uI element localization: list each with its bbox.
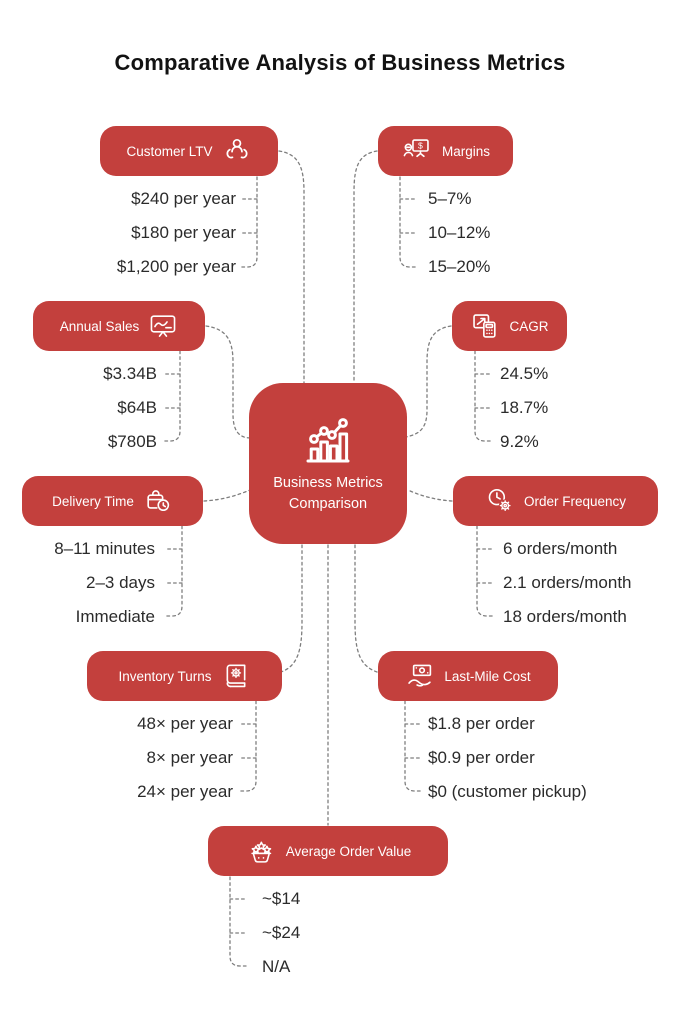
node-cagr-label: CAGR	[509, 318, 549, 334]
connector-cagr	[405, 325, 452, 438]
node-average-order-value-label: Average Order Value	[285, 843, 412, 859]
package-clock-icon	[147, 490, 170, 512]
central-node-label: Business Metrics Comparison	[273, 474, 383, 512]
values-last-mile-cost: $1.8 per order $0.9 per order $0 (custom…	[428, 707, 658, 809]
values-margins: 5–7% 10–12% 15–20%	[428, 182, 598, 284]
clock-gear-icon	[488, 488, 512, 512]
value-item: 2–3 days	[86, 573, 155, 592]
value-item: 8–11 minutes	[54, 539, 155, 558]
growth-calculator-icon	[473, 314, 497, 338]
values-delivery-time: 8–11 minutes 2–3 days Immediate	[10, 532, 155, 634]
values-cagr: 24.5% 18.7% 9.2%	[500, 357, 630, 459]
connector-last-mile-cost	[354, 544, 378, 673]
node-annual-sales: Annual Sales	[33, 301, 205, 351]
value-item: $0.9 per order	[428, 748, 535, 767]
node-annual-sales-label: Annual Sales	[59, 318, 140, 334]
value-item: 10–12%	[428, 223, 491, 242]
values-order-frequency: 6 orders/month 2.1 orders/month 18 order…	[503, 532, 673, 634]
value-item: 18 orders/month	[503, 607, 627, 626]
value-item: Immediate	[75, 607, 155, 626]
node-delivery-time: Delivery Time	[22, 476, 203, 526]
node-cagr: CAGR	[452, 301, 567, 351]
value-item: $1.8 per order	[428, 714, 535, 733]
connector-margins	[353, 150, 378, 384]
values-customer-ltv: $240 per year $180 per year $1,200 per y…	[40, 182, 236, 284]
value-item: N/A	[262, 957, 291, 976]
book-gear-icon	[226, 664, 245, 688]
value-item: 15–20%	[428, 257, 491, 276]
value-item: $780B	[107, 432, 157, 451]
node-delivery-time-label: Delivery Time	[52, 493, 134, 509]
node-margins: $ Margins	[378, 126, 513, 176]
connector-delivery-time	[203, 489, 251, 502]
values-average-order-value: ~$14 ~$24 N/A	[262, 882, 482, 984]
money-hand-icon	[408, 664, 432, 687]
value-item: 2.1 orders/month	[503, 573, 632, 592]
value-item: $64B	[117, 398, 157, 417]
basket-stars-icon	[251, 841, 271, 863]
node-inventory-turns-label: Inventory Turns	[118, 668, 212, 684]
value-item: 6 orders/month	[503, 539, 618, 558]
svg-text:$: $	[418, 140, 423, 150]
value-item: $0 (customer pickup)	[428, 782, 587, 801]
value-item: $240 per year	[131, 189, 236, 208]
node-inventory-turns: Inventory Turns	[87, 651, 282, 701]
value-item: $180 per year	[131, 223, 236, 242]
connector-inventory-turns	[280, 544, 303, 673]
value-item: 8× per year	[146, 748, 233, 767]
value-item: 24× per year	[137, 782, 233, 801]
chart-board-icon	[150, 315, 176, 337]
value-item: $1,200 per year	[116, 257, 236, 276]
value-item: 9.2%	[500, 432, 539, 451]
node-order-frequency-label: Order Frequency	[523, 493, 627, 509]
connector-order-frequency	[407, 489, 453, 502]
node-order-frequency: Order Frequency	[453, 476, 658, 526]
node-last-mile-cost: Last-Mile Cost	[378, 651, 558, 701]
central-node: Business Metrics Comparison	[249, 383, 407, 544]
value-item: 48× per year	[137, 714, 233, 733]
bar-chart-trend-icon	[306, 417, 350, 462]
value-item: 24.5%	[500, 364, 549, 383]
customer-care-icon	[225, 138, 248, 159]
node-average-order-value: Average Order Value	[208, 826, 448, 876]
values-annual-sales: $3.34B $64B $780B	[20, 357, 157, 459]
connector-annual-sales	[205, 325, 252, 439]
presenter-money-icon: $	[403, 139, 429, 158]
value-item: $3.34B	[103, 364, 157, 383]
value-item: ~$24	[262, 923, 301, 942]
value-item: ~$14	[262, 889, 301, 908]
page-title: Comparative Analysis of Business Metrics	[114, 50, 566, 75]
connector-customer-ltv	[278, 150, 305, 384]
values-inventory-turns: 48× per year 8× per year 24× per year	[60, 707, 233, 809]
node-customer-ltv-label: Customer LTV	[126, 143, 213, 159]
node-margins-label: Margins	[441, 143, 490, 159]
value-item: 5–7%	[428, 189, 472, 208]
node-customer-ltv: Customer LTV	[100, 126, 278, 176]
node-last-mile-cost-label: Last-Mile Cost	[444, 668, 531, 684]
value-item: 18.7%	[500, 398, 549, 417]
